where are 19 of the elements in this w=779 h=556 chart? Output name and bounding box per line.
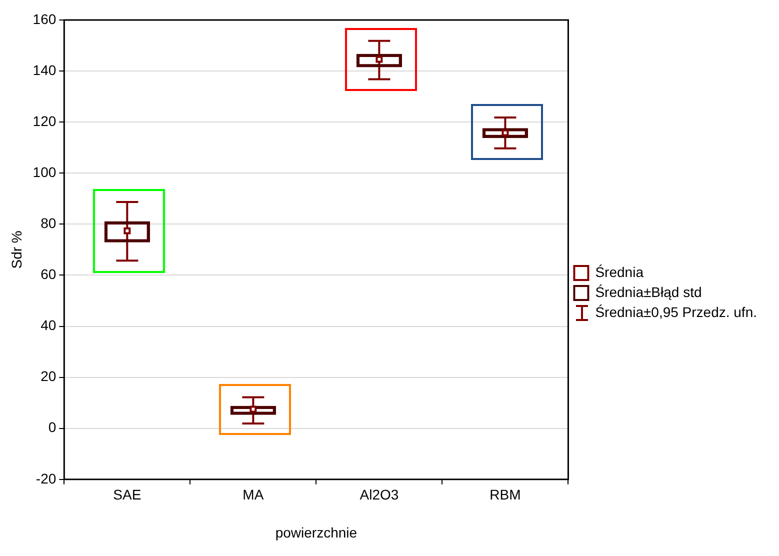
y-tick-label: 20 [40, 368, 56, 384]
legend-label: Średnia±Błąd std [595, 284, 702, 300]
y-axis-title: Sdr % [8, 230, 24, 269]
y-tick-label: 140 [32, 62, 56, 78]
x-tick-label: SAE [113, 486, 142, 503]
x-tick-label: Al2O3 [360, 486, 399, 503]
x-tick-label: RBM [490, 486, 521, 503]
y-tick-label: 60 [40, 266, 56, 282]
legend-label: Średnia [595, 264, 644, 280]
y-tick-label: 160 [32, 10, 56, 27]
text: Średnia±0,95 Przedz. ufn. [595, 304, 757, 320]
x-tick-label: MA [242, 486, 264, 503]
y-tick-label: -20 [36, 470, 56, 486]
y-tick-label: 80 [40, 215, 56, 232]
y-tick-label: 120 [32, 112, 56, 129]
y-tick-label: 100 [32, 164, 56, 180]
y-tick-label: 40 [40, 317, 56, 334]
x-axis-title: powierzchnie [275, 524, 358, 540]
y-tick-label: 0 [48, 419, 56, 436]
